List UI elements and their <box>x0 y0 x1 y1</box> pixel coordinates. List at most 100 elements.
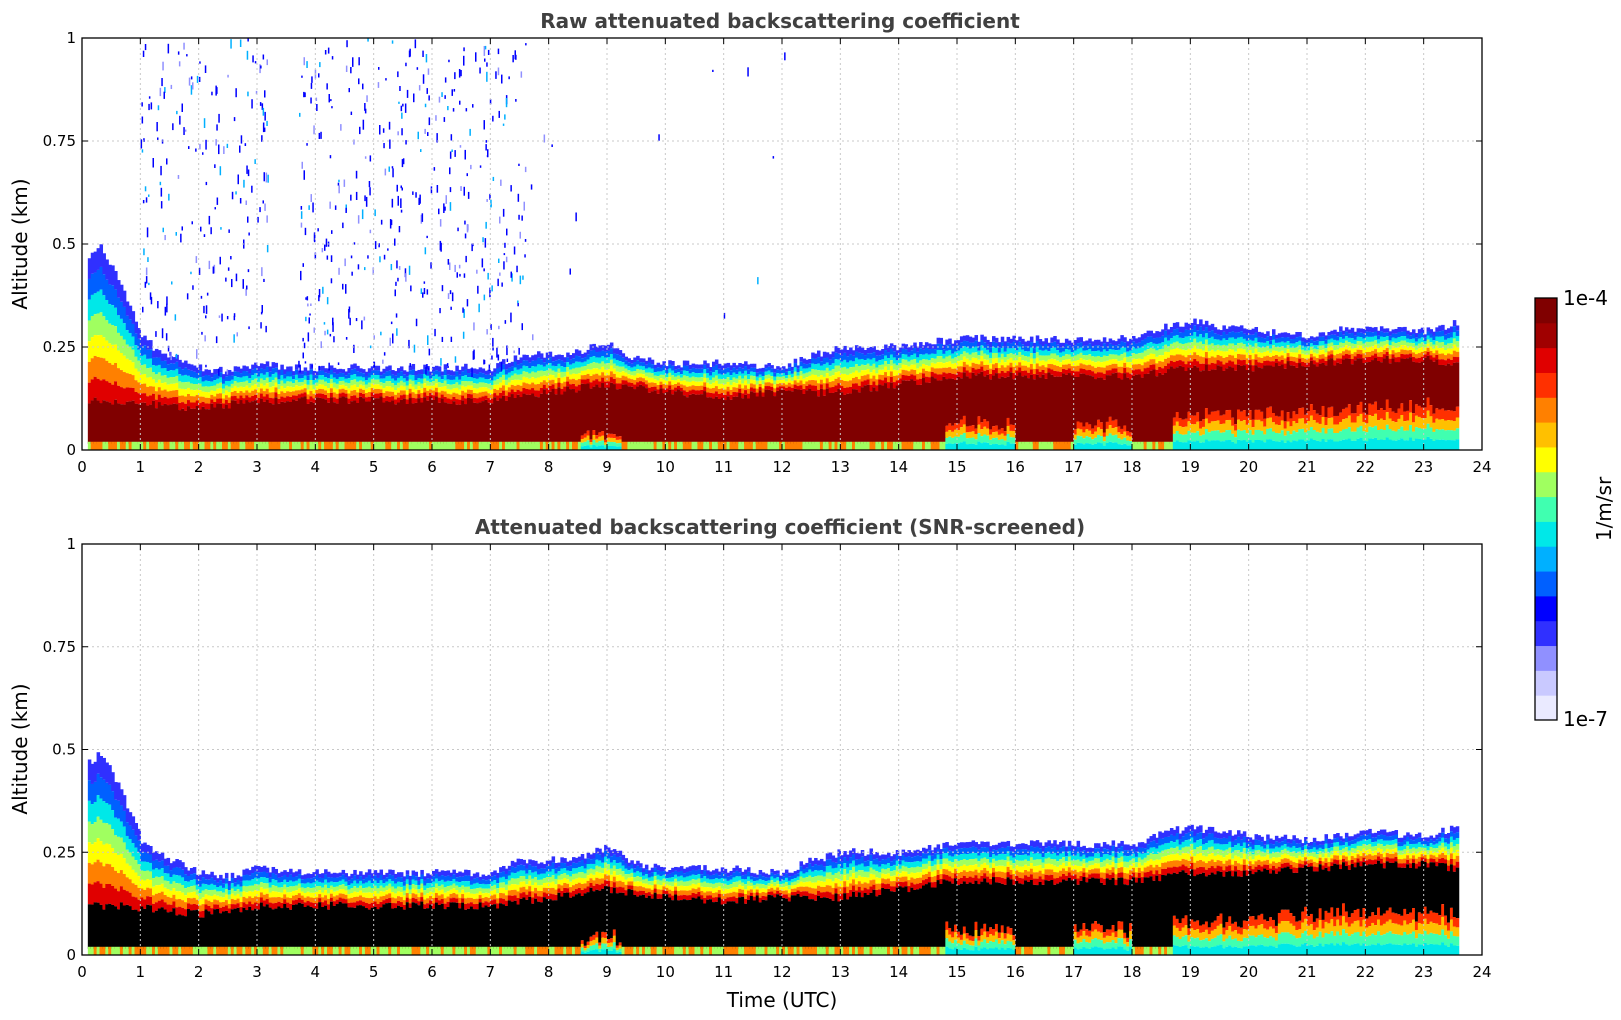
heat-cell <box>1394 333 1399 339</box>
heat-cell <box>434 392 439 397</box>
heat-cell <box>933 373 938 379</box>
heat-cell <box>347 373 351 379</box>
heat-cell <box>1117 426 1121 433</box>
heat-cell <box>659 378 664 382</box>
heat-cell <box>484 379 489 384</box>
heat-cell <box>402 378 407 383</box>
heat-cell <box>761 380 766 385</box>
heat-cell <box>1327 339 1331 344</box>
heat-cell <box>1371 341 1375 347</box>
heat-cell <box>539 393 544 444</box>
heat-cell <box>624 360 629 365</box>
heat-cell <box>1152 338 1156 344</box>
heat-cell <box>983 434 987 443</box>
heat-cell <box>706 373 710 378</box>
heat-cell <box>204 380 209 387</box>
heat-cell <box>1117 438 1121 445</box>
heat-cell <box>382 368 386 374</box>
heat-cell <box>467 381 471 386</box>
heat-cell <box>1035 363 1040 370</box>
heat-cell <box>939 380 944 444</box>
heat-cell <box>688 377 693 382</box>
heat-cell <box>189 441 194 450</box>
heat-cell <box>1102 361 1107 368</box>
heat-cell <box>507 392 512 397</box>
heat-cell <box>239 441 244 450</box>
heat-cell <box>1006 359 1011 366</box>
heat-cell <box>117 441 121 450</box>
heat-cell <box>154 441 159 450</box>
heat-cell <box>1304 358 1308 363</box>
heat-cell <box>1076 371 1081 377</box>
heat-cell <box>869 391 874 444</box>
heat-cell <box>478 377 483 383</box>
heat-cell <box>1009 348 1014 354</box>
heat-cell <box>1094 356 1098 363</box>
heat-cell <box>219 372 223 378</box>
heat-cell <box>274 397 279 444</box>
heat-cell <box>837 377 841 384</box>
heat-cell <box>1350 358 1355 365</box>
heat-cell <box>1155 331 1159 338</box>
heat-cell <box>286 441 290 450</box>
noise-speck <box>140 139 143 149</box>
noise-speck <box>183 127 185 135</box>
heat-cell <box>1053 341 1057 348</box>
heat-cell <box>391 400 395 444</box>
heat-cell <box>1088 437 1092 444</box>
heat-cell <box>1094 437 1098 444</box>
noise-speck <box>310 97 312 104</box>
heat-cell <box>96 313 101 336</box>
heat-cell <box>712 388 716 394</box>
heat-cell <box>125 315 130 331</box>
heat-cell <box>1076 377 1081 422</box>
heat-cell <box>741 363 745 369</box>
heat-cell <box>1129 338 1133 345</box>
heat-cell <box>493 384 497 389</box>
heat-cell <box>802 383 806 389</box>
heat-cell <box>224 395 229 400</box>
heat-cell <box>583 437 588 442</box>
heat-cell <box>429 375 433 379</box>
heat-cell <box>1248 420 1253 431</box>
heat-cell <box>414 384 419 390</box>
heat-cell <box>1353 343 1358 349</box>
heat-cell <box>1257 367 1261 410</box>
noise-speck <box>299 364 301 373</box>
heat-cell <box>1044 367 1049 374</box>
heat-cell <box>968 431 973 438</box>
heat-cell <box>344 397 349 444</box>
heat-cell <box>490 384 494 390</box>
heat-cell <box>467 373 471 378</box>
heat-cell <box>1222 414 1226 424</box>
heat-cell <box>90 441 95 450</box>
heat-cell <box>986 374 990 422</box>
heat-cell <box>846 393 850 444</box>
heat-cell <box>1449 410 1454 421</box>
noise-speck <box>467 191 470 199</box>
heat-cell <box>1365 423 1369 433</box>
heat-cell <box>408 398 413 444</box>
heat-cell <box>204 392 209 398</box>
heat-cell <box>137 328 141 339</box>
heat-cell <box>359 368 363 373</box>
heat-cell <box>822 395 827 444</box>
heat-cell <box>166 364 171 372</box>
heat-cell <box>1114 354 1119 360</box>
heat-cell <box>452 401 456 444</box>
heat-cell <box>1035 352 1040 358</box>
heat-cell <box>621 357 626 363</box>
heat-cell <box>814 391 818 444</box>
heat-cell <box>1269 340 1273 345</box>
heat-cell <box>1164 365 1168 373</box>
heat-cell <box>300 393 305 398</box>
heat-cell <box>184 367 188 375</box>
heat-cell <box>1327 343 1331 348</box>
heat-cell <box>732 441 736 450</box>
noise-speck <box>457 227 459 232</box>
heat-cell <box>846 368 850 375</box>
heat-cell <box>709 388 713 393</box>
heat-cell <box>402 394 407 399</box>
heat-cell <box>572 373 576 379</box>
heat-cell <box>994 342 999 348</box>
